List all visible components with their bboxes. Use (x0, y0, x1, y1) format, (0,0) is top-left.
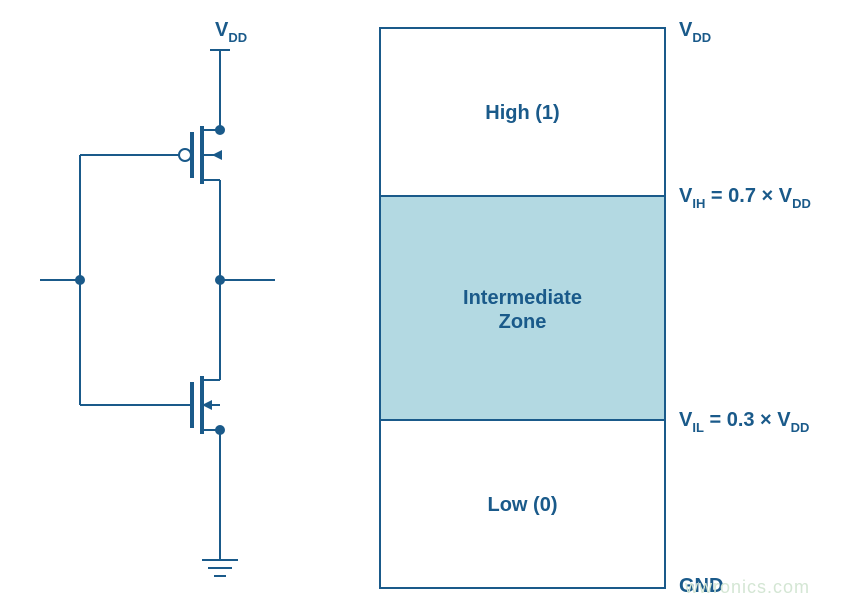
svg-text:VDD: VDD (679, 19, 711, 45)
svg-text:Intermediate: Intermediate (463, 287, 582, 309)
svg-text:Zone: Zone (499, 311, 547, 333)
svg-text:Low (0): Low (0) (488, 494, 558, 516)
svg-text:VIH = 0.7 × VDD: VIH = 0.7 × VDD (679, 185, 811, 211)
cmos-schematic (40, 50, 275, 576)
diagram-container: VDD High (1) IntermediateZone Low (0) VDD VIH… (0, 0, 850, 608)
svg-text:VDD: VDD (215, 19, 247, 45)
svg-text:VIL = 0.3 × VDD: VIL = 0.3 × VDD (679, 409, 809, 435)
diagram-svg: VDD High (1) IntermediateZone Low (0) VDD VIH… (0, 0, 850, 608)
watermark-text: wwronics.com (685, 577, 810, 598)
svg-text:High (1): High (1) (485, 102, 559, 124)
